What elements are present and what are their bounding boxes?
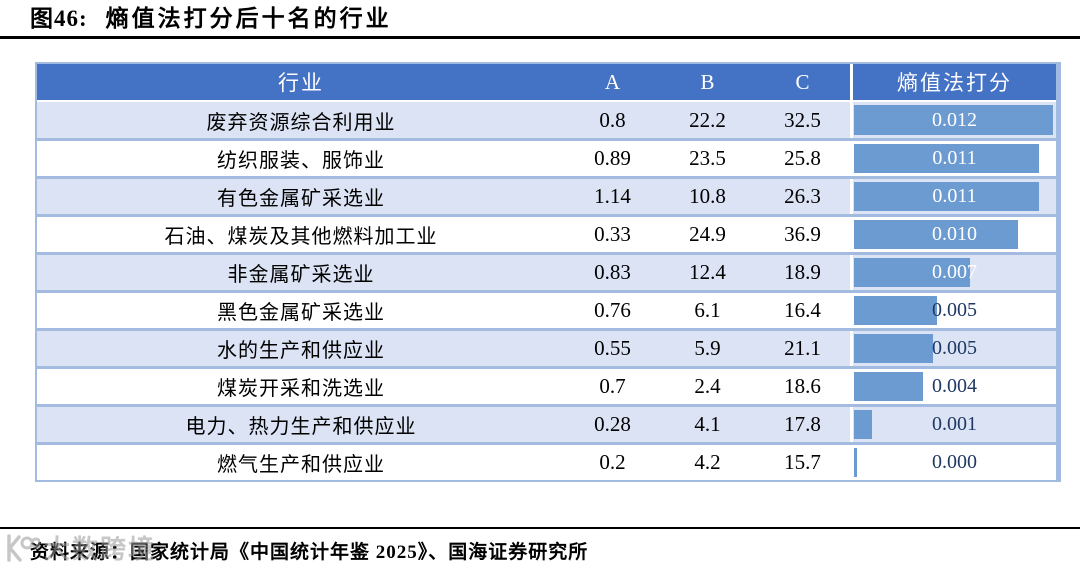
- table-row: 废弃资源综合利用业 0.8 22.2 32.5 0.012: [37, 100, 1056, 138]
- score-bar: [854, 410, 873, 439]
- value-b-cell: 10.8: [689, 184, 726, 208]
- score-cell: 0.004: [850, 369, 1056, 404]
- table-row: 水的生产和供应业 0.55 5.9 21.1 0.005: [37, 328, 1056, 366]
- industry-cell: 燃气生产和供应业: [217, 454, 385, 476]
- source-line: 资料来源：国家统计局《中国统计年鉴 2025》、国海证券研究所: [30, 537, 588, 564]
- score-bar: [854, 182, 1039, 211]
- score-bar: [854, 296, 938, 325]
- table-row: 非金属矿采选业 0.83 12.4 18.9 0.007: [37, 252, 1056, 290]
- value-c-cell: 17.8: [784, 412, 821, 436]
- value-b-cell: 4.1: [694, 412, 721, 436]
- value-b-cell: 23.5: [689, 146, 726, 170]
- value-c-cell: 26.3: [784, 184, 821, 208]
- value-c-cell: 36.9: [784, 222, 821, 246]
- score-value: 0.010: [932, 223, 977, 245]
- score-bar: [854, 144, 1039, 173]
- industry-cell: 石油、煤炭及其他燃料加工业: [164, 226, 438, 248]
- table-row: 纺织服装、服饰业 0.89 23.5 25.8 0.011: [37, 138, 1056, 176]
- table-header-row: 行业 A B C 熵值法打分: [37, 64, 1056, 100]
- footer-divider: [0, 527, 1080, 529]
- value-c-cell: 25.8: [784, 146, 821, 170]
- value-b-cell: 6.1: [694, 298, 721, 322]
- industry-score-table: 行业 A B C 熵值法打分 废弃资源综合利用业 0.8 22.2 32.5 0…: [35, 62, 1061, 482]
- score-value: 0.007: [932, 261, 977, 283]
- score-cell: 0.005: [850, 293, 1056, 328]
- score-cell: 0.011: [850, 179, 1056, 214]
- industry-cell: 水的生产和供应业: [217, 340, 385, 362]
- table-row: 燃气生产和供应业 0.2 4.2 15.7 0.000: [37, 442, 1056, 480]
- value-b-cell: 4.2: [694, 450, 721, 474]
- figure-title-row: 图46: 熵值法打分后十名的行业: [30, 5, 392, 33]
- value-c-cell: 21.1: [784, 336, 821, 360]
- industry-cell: 非金属矿采选业: [227, 264, 375, 286]
- score-cell: 0.012: [850, 102, 1056, 138]
- score-cell: 0.005: [850, 331, 1056, 366]
- score-bar: [854, 448, 858, 477]
- value-a-cell: 0.89: [594, 146, 631, 170]
- score-value: 0.012: [932, 108, 977, 131]
- header-industry: 行业: [278, 71, 324, 95]
- score-bar: [854, 220, 1019, 249]
- value-a-cell: 0.28: [594, 412, 631, 436]
- score-bar: [854, 372, 924, 401]
- figure-label: 图46:: [30, 6, 88, 31]
- table-row: 黑色金属矿采选业 0.76 6.1 16.4 0.005: [37, 290, 1056, 328]
- value-c-cell: 16.4: [784, 298, 821, 322]
- value-a-cell: 0.83: [594, 260, 631, 284]
- header-col-a: A: [604, 69, 621, 94]
- score-value: 0.011: [932, 185, 977, 207]
- value-a-cell: 0.76: [594, 298, 631, 322]
- score-value: 0.000: [932, 451, 977, 473]
- source-text: 国家统计局《中国统计年鉴 2025》、国海证券研究所: [130, 542, 589, 563]
- value-b-cell: 24.9: [689, 222, 726, 246]
- value-a-cell: 0.7: [599, 374, 626, 398]
- table-row: 煤炭开采和洗选业 0.7 2.4 18.6 0.004: [37, 366, 1056, 404]
- score-cell: 0.007: [850, 255, 1056, 290]
- value-c-cell: 32.5: [784, 107, 821, 132]
- header-score: 熵值法打分: [850, 64, 1056, 100]
- value-c-cell: 18.9: [784, 260, 821, 284]
- value-a-cell: 1.14: [594, 184, 631, 208]
- score-cell: 0.011: [850, 141, 1056, 176]
- score-cell: 0.010: [850, 217, 1056, 252]
- score-bar: [854, 334, 934, 363]
- table-body: 废弃资源综合利用业 0.8 22.2 32.5 0.012 纺织服装、服饰业 0…: [37, 100, 1056, 480]
- industry-cell: 废弃资源综合利用业: [206, 111, 396, 134]
- value-a-cell: 0.2: [599, 450, 626, 474]
- score-bar: [854, 258, 970, 287]
- table-row: 石油、煤炭及其他燃料加工业 0.33 24.9 36.9 0.010: [37, 214, 1056, 252]
- figure-title: 熵值法打分后十名的行业: [105, 6, 392, 31]
- score-value: 0.011: [932, 147, 977, 169]
- industry-cell: 黑色金属矿采选业: [217, 302, 385, 324]
- value-c-cell: 18.6: [784, 374, 821, 398]
- value-b-cell: 5.9: [694, 336, 721, 360]
- value-a-cell: 0.8: [599, 107, 626, 132]
- header-col-c: C: [795, 69, 810, 94]
- score-cell: 0.001: [850, 407, 1056, 442]
- industry-cell: 纺织服装、服饰业: [217, 150, 385, 172]
- value-b-cell: 22.2: [689, 107, 726, 132]
- value-b-cell: 2.4: [694, 374, 721, 398]
- value-b-cell: 12.4: [689, 260, 726, 284]
- header-col-b: B: [700, 69, 715, 94]
- value-a-cell: 0.55: [594, 336, 631, 360]
- score-cell: 0.000: [850, 445, 1056, 480]
- industry-cell: 有色金属矿采选业: [217, 188, 385, 210]
- value-a-cell: 0.33: [594, 222, 631, 246]
- score-value: 0.005: [932, 299, 977, 321]
- source-prefix: 资料来源：: [30, 542, 131, 563]
- industry-cell: 电力、热力生产和供应业: [185, 416, 417, 438]
- table-row: 有色金属矿采选业 1.14 10.8 26.3 0.011: [37, 176, 1056, 214]
- score-value: 0.001: [932, 413, 977, 435]
- score-value: 0.005: [932, 337, 977, 359]
- industry-cell: 煤炭开采和洗选业: [217, 378, 385, 400]
- table-row: 电力、热力生产和供应业 0.28 4.1 17.8 0.001: [37, 404, 1056, 442]
- title-divider: [0, 36, 1080, 39]
- score-bar: [854, 105, 1053, 135]
- score-value: 0.004: [932, 375, 977, 397]
- value-c-cell: 15.7: [784, 450, 821, 474]
